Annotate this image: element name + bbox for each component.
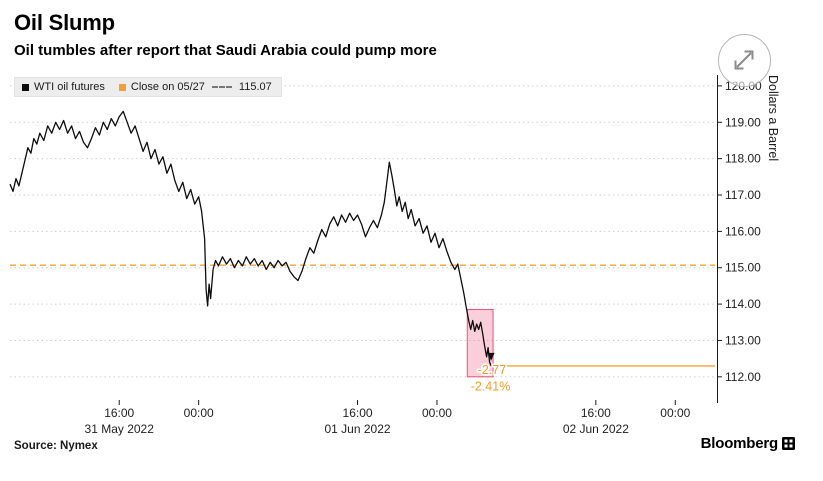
bloomberg-mark-icon — [782, 437, 795, 450]
legend-label-wti: WTI oil futures — [34, 81, 105, 93]
y-axis-title: Dollars a Barrel — [766, 75, 780, 162]
legend-item-close[interactable]: Close on 05/27 115.07 — [118, 81, 272, 93]
y-tick-label: 116.00 — [725, 224, 761, 238]
bloomberg-wordmark: Bloomberg — [700, 435, 779, 452]
legend-item-wti[interactable]: WTI oil futures — [22, 81, 105, 93]
y-tick-label: 117.00 — [725, 188, 761, 202]
page-title: Oil Slump — [14, 10, 115, 35]
x-tick-label: 16:00 — [581, 406, 611, 420]
x-tick-label: 16:00 — [343, 406, 373, 420]
chart-legend: WTI oil futures Close on 05/27 115.07 — [14, 77, 282, 97]
expand-arrows-icon — [734, 50, 754, 70]
source-attribution: Source: Nymex — [14, 440, 98, 452]
x-date-label: 02 Jun 2022 — [563, 422, 629, 436]
x-tick-label: 16:00 — [104, 406, 134, 420]
legend-close-value: 115.07 — [238, 81, 272, 93]
last-trade-marker-icon — [487, 352, 495, 361]
y-tick-label: 112.00 — [725, 370, 761, 384]
series-swatch-icon — [22, 83, 29, 91]
y-tick-label: 115.00 — [725, 261, 761, 275]
close-line-swatch-icon — [118, 83, 126, 91]
y-tick-label: 118.00 — [725, 152, 761, 166]
x-tick-label: 00:00 — [660, 406, 690, 420]
y-tick-label: 113.00 — [725, 333, 761, 347]
bloomberg-logo: Bloomberg — [701, 435, 795, 452]
annotation-change: -2.77 — [478, 363, 507, 377]
page-subtitle: Oil tumbles after report that Saudi Arab… — [14, 42, 437, 59]
y-tick-label: 119.00 — [725, 115, 761, 129]
expand-chart-button[interactable] — [718, 34, 771, 87]
x-tick-label: 00:00 — [422, 406, 452, 420]
slump-highlight-box — [466, 309, 494, 378]
annotation-change-pct: -2.41% — [471, 380, 511, 394]
x-tick-label: 00:00 — [184, 406, 214, 420]
x-date-label: 31 May 2022 — [85, 422, 155, 436]
price-line — [9, 110, 492, 367]
legend-label-close: Close on 05/27 — [130, 81, 205, 93]
x-date-label: 01 Jun 2022 — [325, 422, 391, 436]
y-tick-label: 114.00 — [725, 297, 761, 311]
dashed-line-sample-icon — [211, 86, 232, 88]
